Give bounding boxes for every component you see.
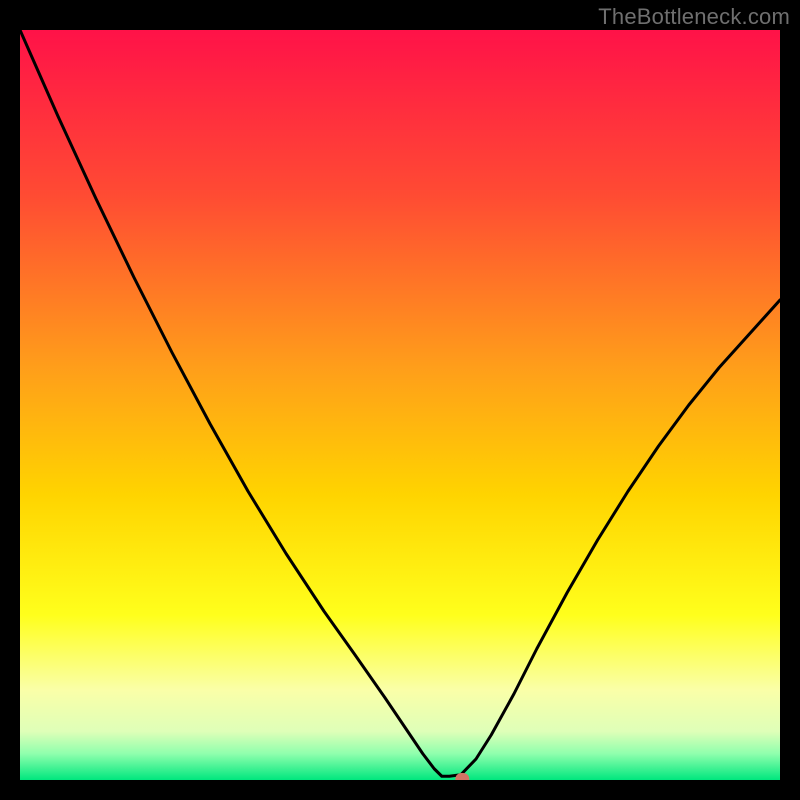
chart-frame: TheBottleneck.com [0, 0, 800, 800]
bottleneck-curve-plot [20, 30, 780, 780]
watermark-text: TheBottleneck.com [598, 4, 790, 30]
plot-background [20, 30, 780, 780]
